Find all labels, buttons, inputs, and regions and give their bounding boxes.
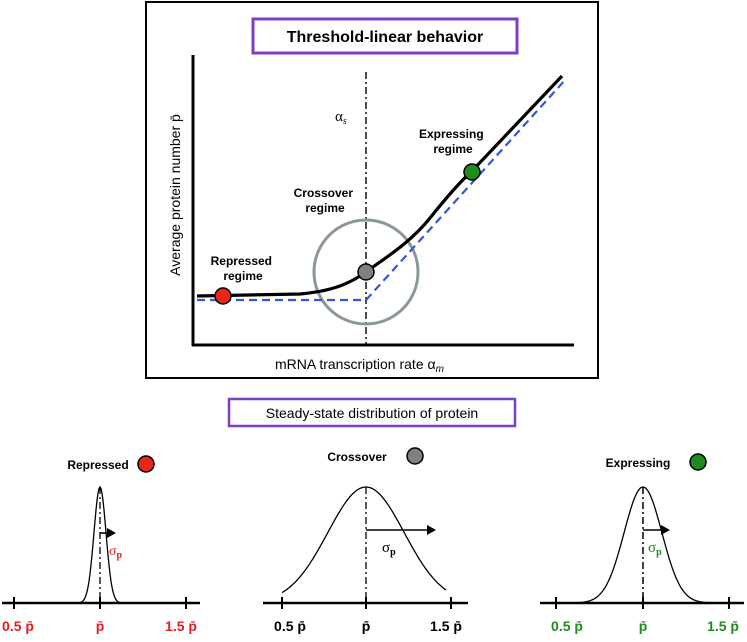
crossover-label-line1: Crossover (294, 186, 354, 200)
crossover-dist-dot (406, 447, 424, 465)
top-title-box (251, 17, 519, 55)
expressing-tick-label-left: 0.5 p̄ (551, 618, 583, 634)
threshold-label-main: α (335, 109, 343, 125)
crossover-label: Crossover regime (294, 186, 357, 215)
y-axis-label: Average protein number p̄ (167, 114, 183, 276)
bottom-title-box (227, 397, 517, 428)
expressing-dist-dot (689, 453, 707, 471)
expressing-dist-label: Expressing (606, 456, 671, 470)
repressed-sigma-sub: p (117, 550, 123, 561)
expressing-label-line2: regime (433, 142, 473, 156)
expressing-label: Expressing regime (419, 127, 487, 156)
expressing-tick-label-mid: p̄ (639, 618, 648, 634)
repressed-dist-label: Repressed (67, 458, 128, 472)
repressed-sigma-label: σp (109, 544, 123, 561)
bottom-panel: Steady-state distribution of protein Rep… (2, 397, 744, 634)
crossover-tick-label-right: 1.5 p̄ (430, 618, 462, 634)
repressed-sigma-arrowhead (107, 528, 116, 538)
repressed-label-line1: Repressed (211, 254, 272, 268)
crossover-sigma-arrowhead (427, 525, 436, 535)
repressed-label-line2: regime (223, 269, 263, 283)
repressed-dist-dot (137, 455, 155, 473)
repressed-tick-label-right: 1.5 p̄ (165, 618, 197, 634)
bottom-title: Steady-state distribution of protein (266, 405, 478, 421)
repressed-label: Repressed regime (211, 254, 276, 283)
expressing-sigma-label: σp (648, 540, 662, 558)
crossover-sigma-sub: p (390, 547, 396, 558)
expressing-label-line1: Expressing (419, 127, 484, 141)
crossover-dot (357, 263, 375, 281)
crossover-tick-label-mid: p̄ (362, 618, 371, 634)
x-axis-label-main: mRNA transcription rate α (275, 356, 436, 372)
top-panel: Threshold-linear behavior Average protei… (145, 1, 599, 379)
threshold-label: αs (335, 109, 347, 127)
crossover-label-line2: regime (305, 201, 345, 215)
crossover-dist-curve (281, 486, 447, 594)
expressing-tick-label-right: 1.5 p̄ (707, 618, 739, 634)
top-title: Threshold-linear behavior (287, 29, 483, 46)
response-curve (196, 74, 564, 298)
crossover-sigma-label: σp (382, 540, 396, 558)
expressing-sigma-main: σ (648, 540, 656, 556)
x-axis-label-sub: m (436, 364, 444, 375)
crossover-dist-label: Crossover (327, 450, 387, 464)
crossover-tick-label-left: 0.5 p̄ (274, 618, 306, 634)
asymptote-lines (197, 78, 567, 302)
repressed-tick-label-mid: p̄ (96, 618, 105, 634)
expressing-sigma-arrowhead (661, 525, 670, 535)
crossover-circle (312, 218, 420, 326)
repressed-dot (214, 287, 232, 305)
distribution-expressing: Expressing σp 0.5 p̄ p̄ 1.5 p̄ (540, 453, 744, 634)
top-panel-frame (145, 1, 599, 379)
expressing-dot (463, 163, 481, 181)
repressed-sigma-main: σ (109, 544, 117, 559)
distribution-repressed: Repressed σp 0.5 p̄ p̄ 1.5 p̄ (2, 455, 200, 634)
x-axis-label: mRNA transcription rate αm (275, 356, 444, 375)
repressed-tick-label-left: 0.5 p̄ (2, 618, 34, 634)
crossover-sigma-main: σ (382, 540, 390, 556)
expressing-sigma-sub: p (656, 547, 662, 558)
threshold-label-sub: s (343, 116, 347, 127)
distribution-crossover: Crossover σp 0.5 p̄ p̄ 1.5 p̄ (263, 447, 468, 634)
